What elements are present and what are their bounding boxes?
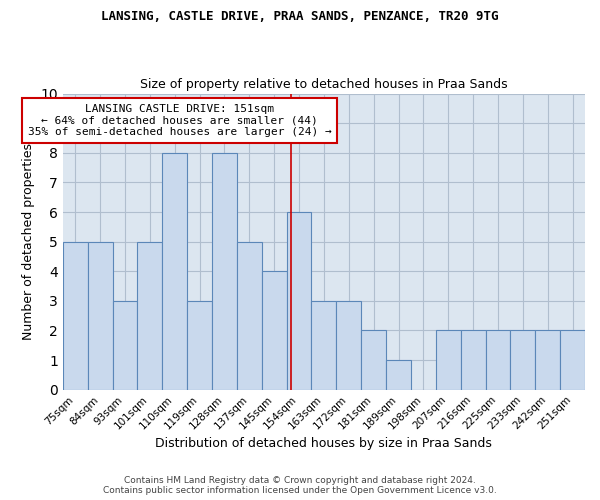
- Y-axis label: Number of detached properties: Number of detached properties: [22, 143, 35, 340]
- Bar: [436, 330, 461, 390]
- Bar: [560, 330, 585, 390]
- Bar: [212, 153, 237, 390]
- Bar: [535, 330, 560, 390]
- Text: LANSING CASTLE DRIVE: 151sqm
← 64% of detached houses are smaller (44)
35% of se: LANSING CASTLE DRIVE: 151sqm ← 64% of de…: [28, 104, 332, 137]
- Bar: [361, 330, 386, 390]
- Bar: [511, 330, 535, 390]
- Bar: [162, 153, 187, 390]
- Bar: [88, 242, 113, 390]
- Text: Contains HM Land Registry data © Crown copyright and database right 2024.
Contai: Contains HM Land Registry data © Crown c…: [103, 476, 497, 495]
- Bar: [311, 301, 337, 390]
- Bar: [485, 330, 511, 390]
- Title: Size of property relative to detached houses in Praa Sands: Size of property relative to detached ho…: [140, 78, 508, 91]
- Bar: [287, 212, 311, 390]
- Bar: [262, 272, 287, 390]
- Bar: [187, 301, 212, 390]
- Bar: [461, 330, 485, 390]
- Bar: [137, 242, 162, 390]
- Bar: [113, 301, 137, 390]
- X-axis label: Distribution of detached houses by size in Praa Sands: Distribution of detached houses by size …: [155, 437, 493, 450]
- Text: LANSING, CASTLE DRIVE, PRAA SANDS, PENZANCE, TR20 9TG: LANSING, CASTLE DRIVE, PRAA SANDS, PENZA…: [101, 10, 499, 23]
- Bar: [386, 360, 411, 390]
- Bar: [337, 301, 361, 390]
- Bar: [63, 242, 88, 390]
- Bar: [237, 242, 262, 390]
